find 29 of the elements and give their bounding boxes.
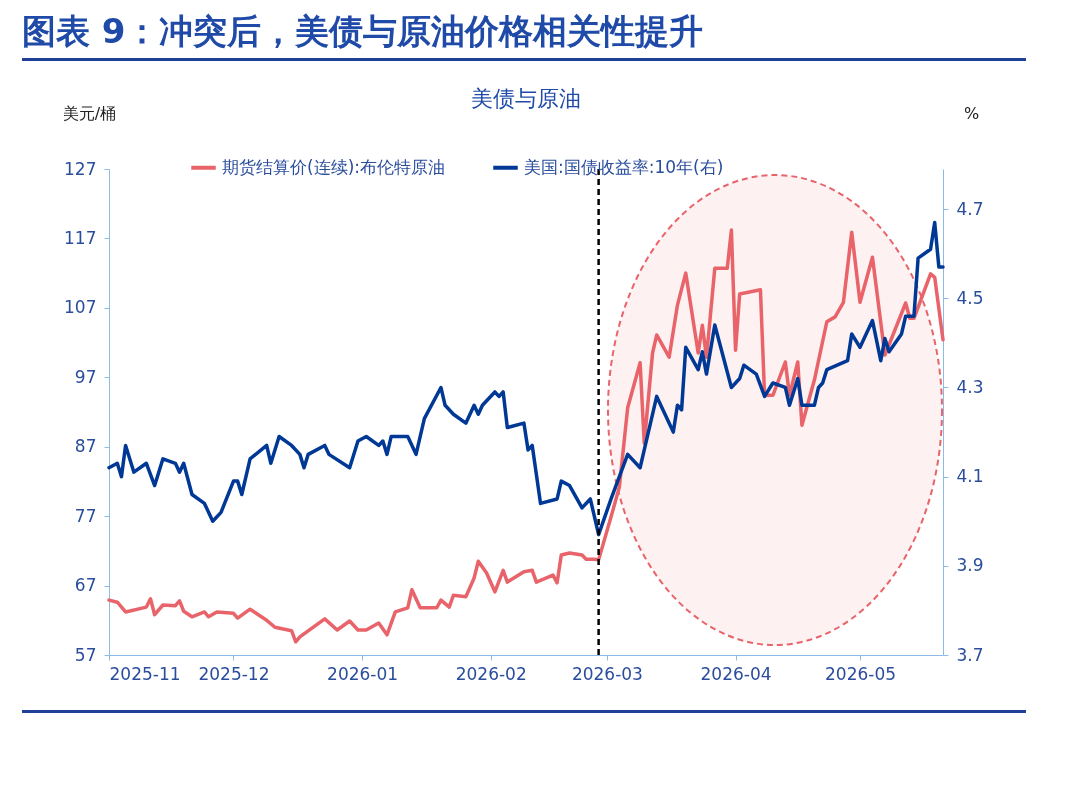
y2-axis-title: % (963, 103, 980, 123)
legend-label: 期货结算价(连续):布伦特原油 (222, 156, 445, 177)
y-tick-label: 97 (74, 366, 97, 387)
x-tick-label: 2026-01 (327, 663, 399, 684)
y2-tick-label: 3.9 (956, 555, 984, 576)
x-tick-label: 2026-02 (455, 663, 527, 684)
y-tick-label: 77 (74, 505, 97, 526)
x-tick-label: 2026-03 (571, 663, 643, 684)
x-tick-label: 2025-12 (198, 663, 270, 684)
chart-subtitle: 美债与原油 (471, 86, 581, 111)
x-tick-label: 2026-05 (825, 663, 897, 684)
y-tick-label: 57 (74, 644, 97, 665)
y2-tick-label: 4.1 (956, 466, 984, 487)
legend-label: 美国:国债收益率:10年(右) (524, 156, 724, 177)
y-tick-label: 117 (64, 227, 97, 248)
y-tick-label: 107 (64, 297, 97, 318)
y2-tick-label: 4.7 (956, 198, 984, 219)
chart-title: 图表 9：冲突后，美债与原油价格相关性提升 (22, 6, 1026, 61)
line-series (107, 220, 945, 537)
y2-tick-label: 4.3 (956, 376, 984, 397)
y-tick-label: 87 (74, 436, 97, 457)
x-tick-label: 2026-04 (700, 663, 772, 684)
y2-tick-label: 3.7 (956, 644, 984, 665)
y-tick-label: 67 (74, 575, 97, 596)
y-axis-title: 美元/桶 (62, 103, 117, 123)
y-tick-label: 127 (64, 158, 97, 179)
y2-tick-label: 4.5 (956, 287, 984, 308)
line-series (107, 228, 945, 644)
x-tick-label: 2025-11 (109, 663, 181, 684)
